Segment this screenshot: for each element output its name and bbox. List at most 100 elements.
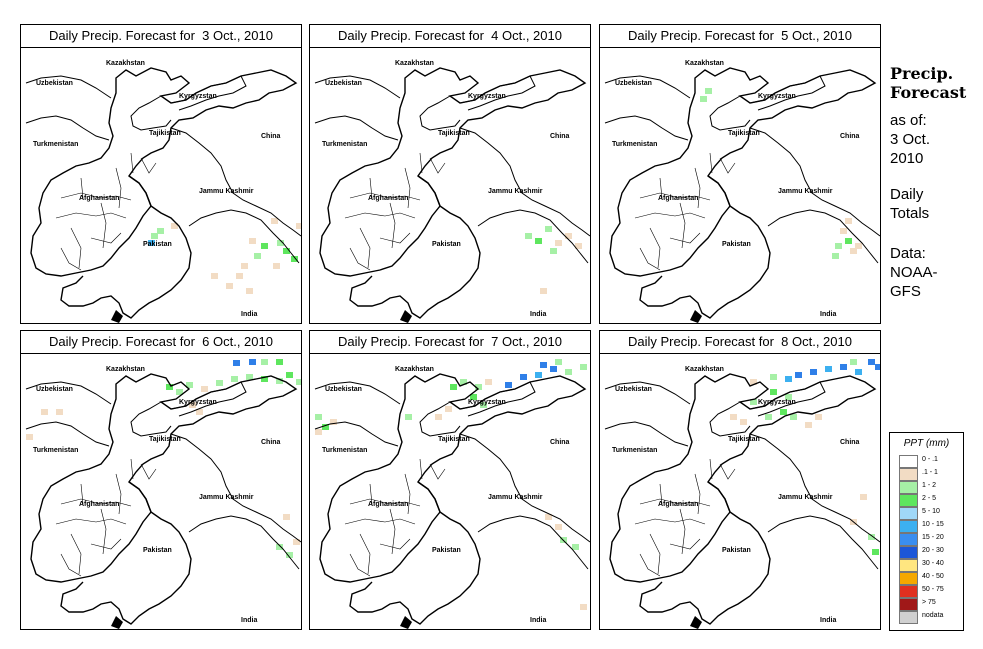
coastline-mark — [400, 310, 412, 323]
precip-cell — [740, 419, 747, 425]
panel-title: Daily Precip. Forecast for 6 Oct., 2010 — [21, 331, 301, 354]
border-line — [349, 481, 481, 625]
province-line — [634, 212, 706, 219]
border-line — [477, 515, 589, 570]
province-line — [669, 232, 701, 244]
precip-cell — [226, 283, 233, 289]
precip-map: Kazakhstan Uzbekistan Kyrgyzstan Tajikistan… — [604, 359, 880, 629]
side-source: Data: NOAA- GFS — [890, 244, 938, 301]
precip-cell — [246, 374, 253, 380]
border-line — [749, 433, 880, 543]
precip-cell — [249, 359, 256, 365]
precip-cell — [845, 218, 852, 224]
precip-cell — [565, 369, 572, 375]
border-line — [459, 381, 536, 417]
map-label-uzbekistan: Uzbekistan — [36, 386, 73, 393]
precip-cell — [555, 524, 562, 530]
precip-cell — [875, 364, 880, 370]
precip-map: Kazakhstan Uzbekistan Kyrgyzstan Tajikistan… — [25, 60, 301, 323]
border-line — [188, 209, 300, 264]
province-line — [679, 202, 686, 249]
precip-cell — [790, 414, 797, 420]
precip-cell — [233, 360, 240, 366]
map-label-turkmenistan: Turkmenistan — [33, 447, 78, 454]
forecast-panel: Daily Precip. Forecast for 4 Oct., 2010 … — [309, 24, 591, 324]
map-label-jammu-kashmir: Jammu Kashmir — [778, 188, 833, 195]
precip-cell — [231, 376, 238, 382]
precip-cell — [460, 379, 467, 385]
legend-label: 5 - 10 — [922, 508, 940, 515]
legend-swatch — [899, 585, 918, 598]
precip-cell — [166, 384, 173, 390]
map-label-china: China — [550, 133, 570, 140]
precip-cell — [805, 422, 812, 428]
map-label-pakistan: Pakistan — [143, 547, 172, 554]
precip-cell — [296, 379, 301, 385]
map-label-tajikistan: Tajikistan — [728, 130, 760, 137]
map-label-uzbekistan: Uzbekistan — [325, 386, 362, 393]
map-label-tajikistan: Tajikistan — [149, 436, 181, 443]
border-line — [749, 127, 880, 237]
period-line1: Daily — [890, 186, 924, 203]
precip-cell — [565, 233, 572, 239]
province-line — [694, 167, 701, 209]
province-line — [389, 508, 396, 555]
forecast-panel: Daily Precip. Forecast for 5 Oct., 2010 … — [599, 24, 881, 324]
precip-cell — [770, 389, 777, 395]
map-label-kyrgyzstan: Kyrgyzstan — [758, 93, 796, 100]
precip-cell — [171, 223, 178, 229]
map-label-china: China — [840, 439, 860, 446]
province-line — [349, 553, 371, 577]
legend-label: 10 - 15 — [922, 521, 944, 528]
border-line — [314, 115, 399, 141]
legend-label: 50 - 75 — [922, 586, 944, 593]
precip-cell — [485, 379, 492, 385]
precip-cell — [575, 243, 582, 249]
map-label-turkmenistan: Turkmenistan — [33, 141, 78, 148]
precip-cell — [196, 409, 203, 415]
province-line — [115, 167, 122, 209]
precip-cell — [545, 226, 552, 232]
side-period: Daily Totals — [890, 185, 929, 223]
precip-cell — [470, 394, 477, 400]
border-line — [749, 381, 826, 417]
precip-cell — [291, 256, 298, 262]
province-line — [389, 202, 396, 249]
precip-cell — [450, 384, 457, 390]
map-label-jammu-kashmir: Jammu Kashmir — [488, 494, 543, 501]
map-label-tajikistan: Tajikistan — [728, 436, 760, 443]
legend-label: 2 - 5 — [922, 495, 937, 502]
province-line — [55, 518, 127, 525]
province-line — [639, 498, 711, 507]
province-line — [719, 463, 736, 480]
province-line — [649, 533, 661, 575]
precip-cell — [540, 362, 547, 368]
legend-item: 0 - .1 — [899, 455, 959, 468]
precip-cell — [41, 409, 48, 415]
province-line — [429, 157, 446, 174]
legend-swatch — [899, 546, 918, 559]
precip-cell — [315, 414, 322, 420]
map-label-india: India — [820, 617, 836, 624]
precip-cell — [872, 549, 879, 555]
map-label-kazakhstan: Kazakhstan — [395, 366, 434, 373]
precip-cell — [435, 414, 442, 420]
province-line — [55, 212, 127, 219]
forecast-panel: Daily Precip. Forecast for 3 Oct., 2010 … — [20, 24, 302, 324]
map-label-kyrgyzstan: Kyrgyzstan — [179, 399, 217, 406]
period-line2: Totals — [890, 205, 930, 222]
legend-label: 40 - 50 — [922, 573, 944, 580]
precip-cell — [189, 402, 196, 408]
precip-cell — [705, 88, 712, 94]
precip-cell — [868, 534, 875, 540]
border-line — [477, 209, 589, 264]
map-label-china: China — [840, 133, 860, 140]
legend-swatch — [899, 481, 918, 494]
map-label-tajikistan: Tajikistan — [149, 130, 181, 137]
precip-cell — [211, 273, 218, 279]
precip-cell — [555, 240, 562, 246]
precip-cell — [765, 414, 772, 420]
province-line — [60, 247, 82, 271]
province-line — [344, 212, 416, 219]
province-line — [419, 458, 423, 480]
